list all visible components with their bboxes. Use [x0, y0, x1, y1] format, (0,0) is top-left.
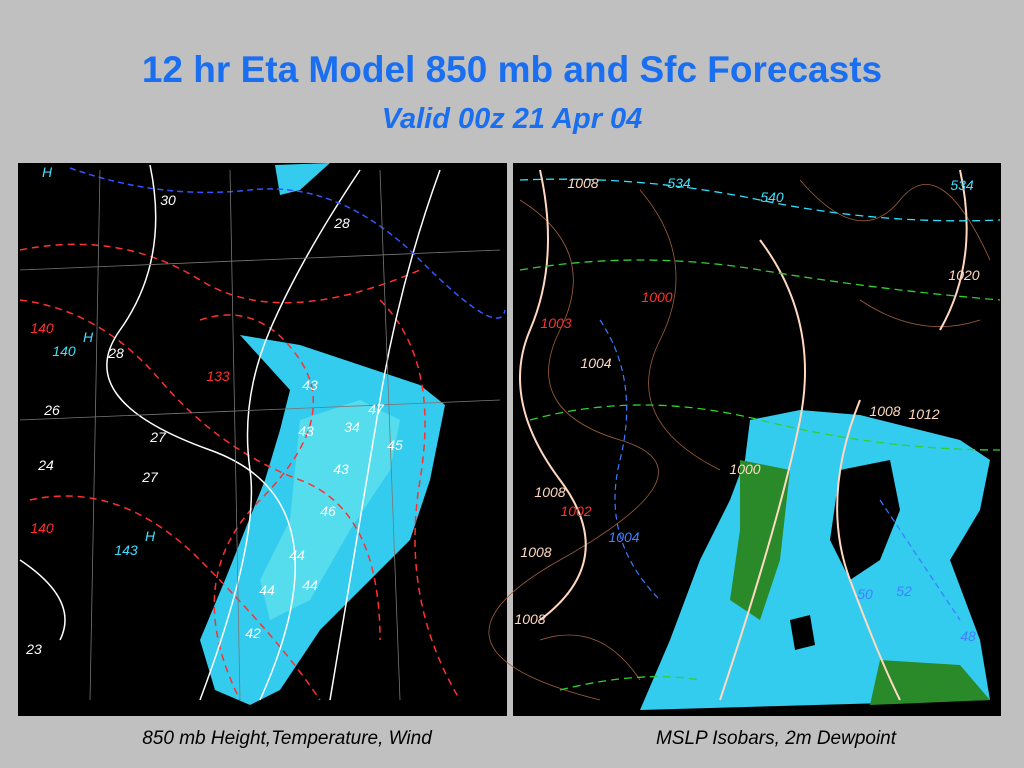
map-label: 1004	[608, 529, 639, 545]
map-label: H	[42, 164, 53, 180]
map-label: 23	[25, 641, 42, 657]
map-label: 50	[857, 586, 873, 602]
right-caption: MSLP Isobars, 2m Dewpoint	[656, 728, 897, 749]
map-label: 24	[37, 457, 54, 473]
map-label: 26	[43, 402, 60, 418]
map-label: 27	[149, 429, 167, 445]
map-label: 1012	[908, 406, 939, 422]
map-label: 534	[667, 175, 691, 191]
map-label: 1008	[514, 611, 545, 627]
map-label: 46	[320, 503, 336, 519]
map-label: 1020	[948, 267, 979, 283]
map-label: 43	[333, 461, 349, 477]
map-label: 140	[30, 520, 54, 536]
map-label: 30	[160, 192, 176, 208]
title: 12 hr Eta Model 850 mb and Sfc Forecasts	[142, 49, 882, 90]
subtitle: Valid 00z 21 Apr 04	[382, 103, 643, 135]
map-label: 44	[289, 547, 305, 563]
map-label: 27	[141, 469, 159, 485]
map-label: 28	[107, 345, 124, 361]
map-label: 52	[896, 583, 912, 599]
map-label: 45	[387, 437, 403, 453]
map-label: 1008	[567, 175, 598, 191]
map-label: 42	[245, 625, 261, 641]
map-label: 1004	[580, 355, 611, 371]
map-label: 43	[298, 423, 314, 439]
map-label: 1000	[641, 289, 672, 305]
map-label: H	[145, 528, 156, 544]
left-map	[18, 163, 507, 716]
map-label: 534	[950, 177, 974, 193]
right-map	[488, 163, 1001, 716]
left-caption: 850 mb Height,Temperature, Wind	[142, 728, 433, 749]
map-label: 140	[30, 320, 54, 336]
map-label: 1008	[869, 403, 900, 419]
map-label: H	[83, 329, 94, 345]
map-label: 34	[344, 419, 360, 435]
map-label: 1008	[534, 484, 565, 500]
map-label: 48	[960, 628, 976, 644]
map-label: 44	[259, 582, 275, 598]
map-label: 43	[302, 377, 318, 393]
map-label: 133	[206, 368, 230, 384]
map-label: 47	[368, 401, 385, 417]
map-label: 1008	[520, 544, 551, 560]
map-label: 140	[52, 343, 76, 359]
map-label: 1002	[560, 503, 591, 519]
map-label: 28	[333, 215, 350, 231]
map-label: 540	[760, 189, 784, 205]
map-label: 143	[114, 542, 138, 558]
map-label: 1000	[729, 461, 760, 477]
map-label: 1003	[540, 315, 571, 331]
map-label: 44	[302, 577, 318, 593]
